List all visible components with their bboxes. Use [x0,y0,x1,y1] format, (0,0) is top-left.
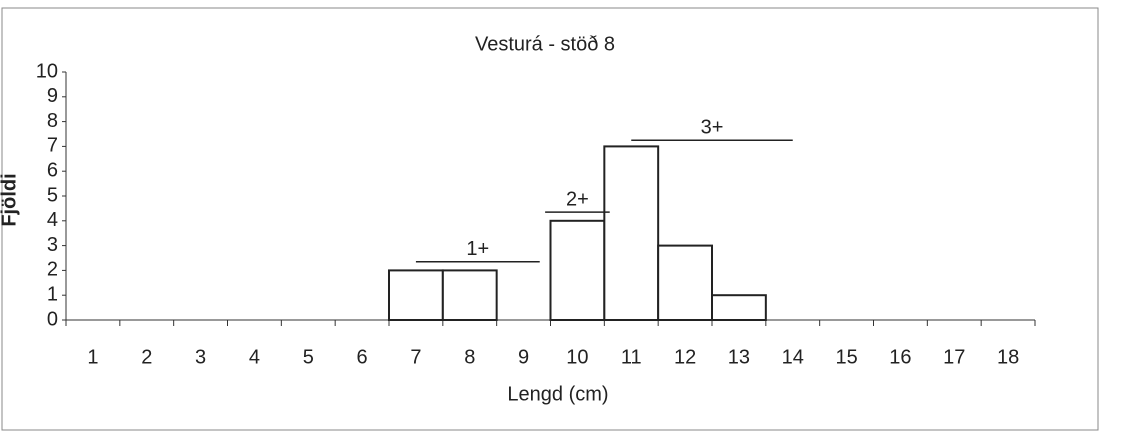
chart-title: Vesturá - stöð 8 [475,33,615,55]
y-tick-label: 5 [47,184,58,206]
x-tick-label: 15 [835,346,857,368]
x-tick-label: 8 [464,346,475,368]
y-tick-label: 1 [47,283,58,305]
x-tick-label: 4 [249,346,260,368]
bar [711,294,767,322]
bar [441,269,498,321]
y-tick-label: 8 [47,110,58,132]
bar [549,219,606,321]
x-tick-label: 14 [782,346,804,368]
x-tick-label: 5 [303,346,314,368]
bar [388,269,444,321]
x-tick-label: 12 [674,346,696,368]
y-tick-label: 10 [36,60,58,82]
x-tick-label: 16 [889,346,911,368]
x-tick-label: 2 [141,346,152,368]
x-tick-label: 10 [566,346,588,368]
y-tick-label: 6 [47,159,58,181]
y-tick-label: 4 [47,209,58,231]
x-tick-label: 11 [621,346,642,368]
x-tick-label: 3 [195,346,206,368]
x-tick-label: 1 [87,346,98,368]
x-tick-label: 18 [997,346,1019,368]
y-tick-label: 2 [47,259,58,281]
x-tick-label: 6 [357,346,368,368]
age-group-label: 2+ [566,188,589,210]
y-tick-label: 7 [47,135,58,157]
x-axis-label: Lengd (cm) [507,383,608,405]
bar [603,145,660,321]
age-group-label: 3+ [701,116,724,138]
y-tick-label: 9 [47,85,58,107]
x-tick-label: 7 [410,346,421,368]
bar [657,244,714,322]
chart-frame [1,7,1099,431]
y-tick-label: 0 [47,308,58,330]
y-tick-label: 3 [47,234,58,256]
x-tick-label: 17 [943,346,965,368]
age-group-label: 1+ [466,238,489,260]
x-tick-label: 9 [518,346,529,368]
y-axis-label: Fjöldi [0,173,20,226]
x-tick-label: 13 [728,346,750,368]
